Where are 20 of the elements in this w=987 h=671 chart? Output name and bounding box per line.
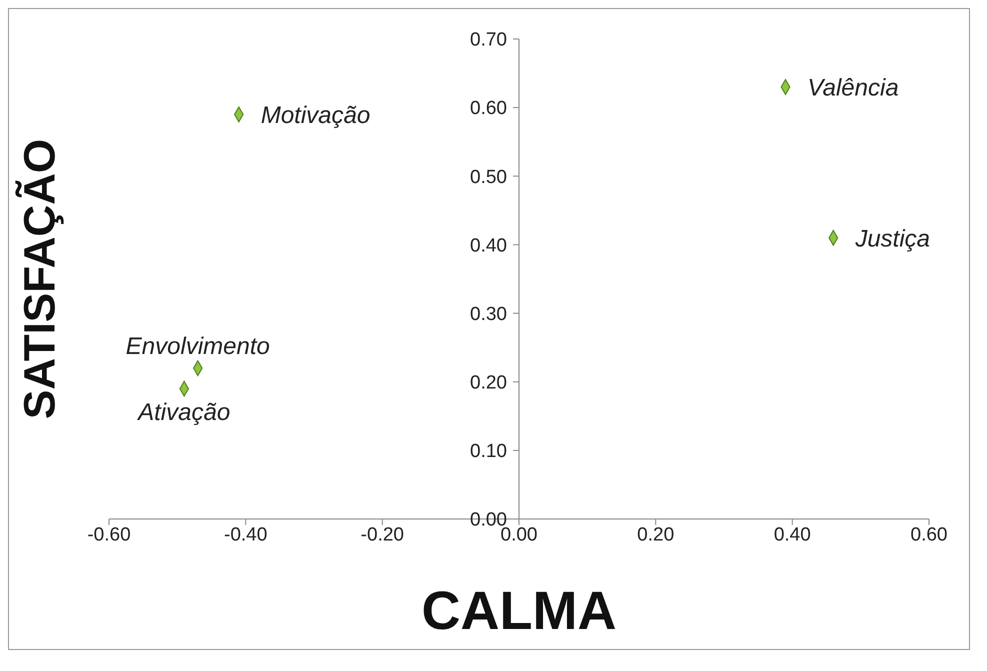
annotation: Valência <box>808 74 899 102</box>
x-tick-label: -0.40 <box>224 524 268 546</box>
annotation: Ativação <box>136 398 230 426</box>
y-tick-label: 0.40 <box>470 235 507 256</box>
x-axis-title: CALMA <box>422 581 616 641</box>
y-tick-label: 0.10 <box>470 441 507 462</box>
annotation: Envolvimento <box>126 333 270 360</box>
y-tick-label: 0.50 <box>470 166 507 188</box>
annotation: Justiça <box>854 225 930 252</box>
y-tick-label: 0.70 <box>470 30 507 51</box>
x-tick-label: -0.20 <box>360 524 404 546</box>
y-tick-label: 0.20 <box>470 372 507 394</box>
y-axis-title: SATISFAÇÃO <box>14 138 65 420</box>
annotation: Motivação <box>260 102 370 129</box>
y-tick-label: 0.60 <box>470 98 507 120</box>
x-tick-label: 0.20 <box>637 524 674 546</box>
x-tick-label: -0.60 <box>87 524 131 546</box>
y-tick-label: 0.30 <box>470 304 507 325</box>
x-tick-label: 0.60 <box>910 524 948 546</box>
x-tick-label: 0.40 <box>774 524 811 546</box>
